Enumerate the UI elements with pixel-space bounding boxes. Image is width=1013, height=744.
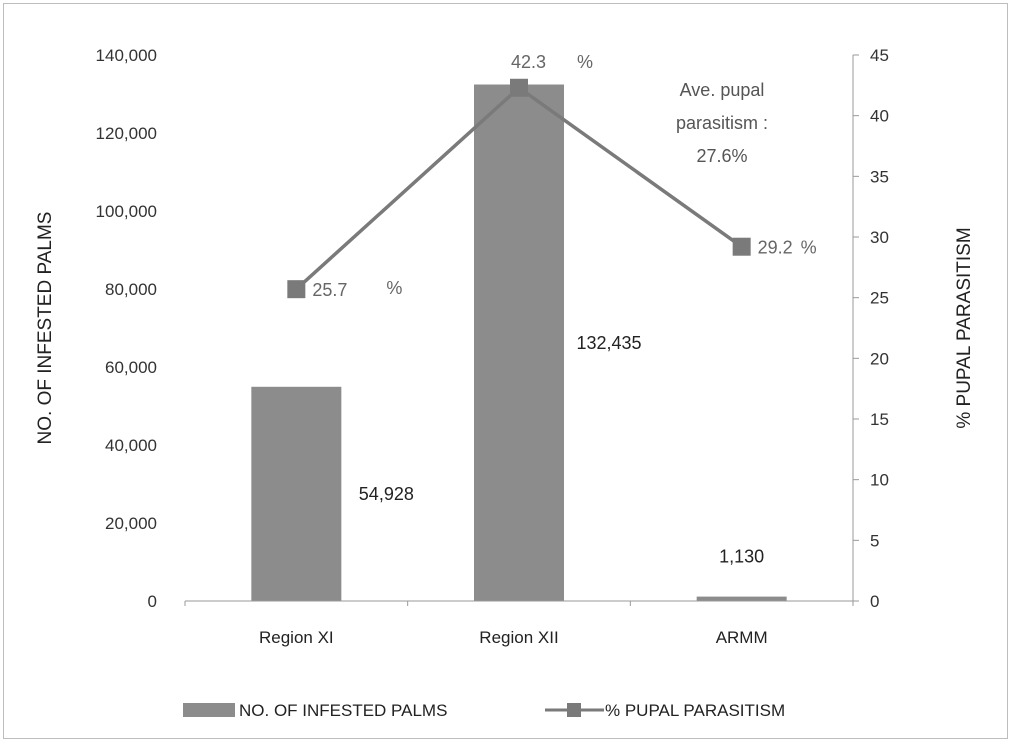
left-y-axis-ticks: 0 20,000 40,000 60,000 80,000 100,000 120,000 1… xyxy=(96,46,157,611)
right-y-tick-label: 25 xyxy=(870,289,889,308)
left-y-tick-label: 100,000 xyxy=(96,202,157,221)
axes xyxy=(184,55,854,606)
bar-data-label: 1,130 xyxy=(719,547,764,567)
legend-swatch-infested-palms xyxy=(183,703,235,717)
right-y-tick-label: 45 xyxy=(870,46,889,65)
line-data-label: 25.7% xyxy=(312,278,402,300)
left-y-tick-label: 40,000 xyxy=(105,436,157,455)
line-data-unit: % xyxy=(386,278,402,298)
right-y-tick-label: 30 xyxy=(870,228,889,247)
bar-series-infested-palms xyxy=(251,84,787,602)
average-annotation: Ave. pupal parasitism : 27.6% xyxy=(676,80,768,166)
annotation-line-3: 27.6% xyxy=(696,146,747,166)
line-data-label: 42.3% xyxy=(511,52,593,72)
x-category-label: Region XI xyxy=(259,628,334,647)
left-y-tick-label: 60,000 xyxy=(105,358,157,377)
legend: NO. OF INFESTED PALMS % PUPAL PARASITISM xyxy=(183,701,785,720)
left-y-tick-label: 120,000 xyxy=(96,124,157,143)
line-series-pupal-parasitism xyxy=(287,78,751,299)
line-data-unit: % xyxy=(801,238,817,258)
left-y-tick-label: 140,000 xyxy=(96,46,157,65)
left-y-tick-label: 80,000 xyxy=(105,280,157,299)
right-y-axis-title: % PUPAL PARASITISM xyxy=(954,227,975,428)
line-marker xyxy=(510,78,528,97)
line-data-value: 25.7 xyxy=(312,280,347,300)
legend-label-infested-palms: NO. OF INFESTED PALMS xyxy=(239,701,447,720)
x-category-label: Region XII xyxy=(479,628,558,647)
left-y-tick-label: 0 xyxy=(148,592,157,611)
legend-swatch-marker xyxy=(567,703,581,717)
right-y-tick-label: 40 xyxy=(870,107,889,126)
annotation-line-1: Ave. pupal xyxy=(680,80,765,100)
line-data-value: 29.2 xyxy=(758,238,793,258)
bar xyxy=(251,386,342,601)
x-category-label: ARMM xyxy=(716,628,768,647)
line-marker xyxy=(287,280,306,299)
bar-data-labels: 54,928 132,435 1,130 xyxy=(359,333,764,567)
legend-label-pupal-parasitism: % PUPAL PARASITISM xyxy=(605,701,785,720)
annotation-line-2: parasitism : xyxy=(676,113,768,133)
x-axis-categories: Region XI Region XII ARMM xyxy=(259,628,768,647)
line-data-unit: % xyxy=(577,52,593,72)
left-y-axis-title: NO. OF INFESTED PALMS xyxy=(35,212,56,445)
bar-data-label: 54,928 xyxy=(359,484,414,504)
line-data-label: 29.2% xyxy=(758,238,817,258)
left-y-tick-label: 20,000 xyxy=(105,514,157,533)
right-y-tick-label: 10 xyxy=(870,471,889,490)
bar xyxy=(474,84,564,602)
right-y-tick-label: 5 xyxy=(870,531,879,550)
line-data-value: 42.3 xyxy=(511,52,546,72)
right-y-tick-label: 0 xyxy=(870,592,879,611)
right-y-tick-label: 20 xyxy=(870,349,889,368)
bar xyxy=(696,596,787,601)
line-marker xyxy=(732,237,751,256)
right-y-tick-label: 35 xyxy=(870,167,889,186)
right-y-axis-ticks: 0 5 10 15 20 25 30 35 40 45 xyxy=(853,46,889,611)
line-data-labels: 25.7 %42.3 %29.2% xyxy=(312,52,816,300)
right-y-tick-label: 15 xyxy=(870,410,889,429)
bar-data-label: 132,435 xyxy=(576,333,641,353)
